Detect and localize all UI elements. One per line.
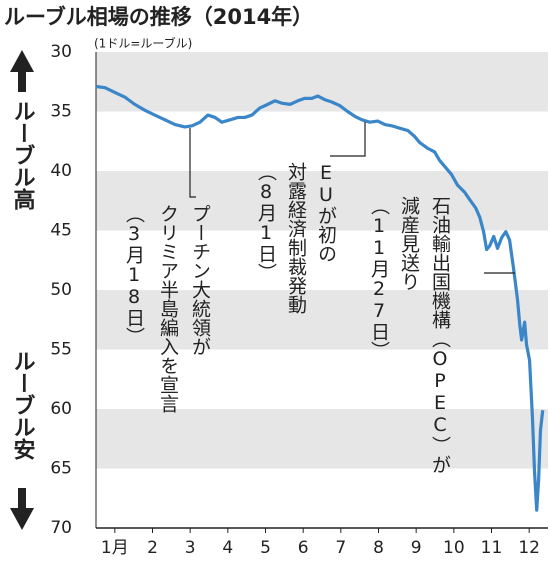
x-tick-label: 5 <box>260 538 271 558</box>
annotation: （8月1日） <box>255 162 277 282</box>
grid-band <box>96 171 548 231</box>
annotation: プーチン大統領が <box>189 204 211 356</box>
y-tick-label: 35 <box>50 102 72 122</box>
x-tick-label: 8 <box>373 538 384 558</box>
plot-area <box>95 52 548 529</box>
x-tick-label: 2 <box>147 538 158 558</box>
x-tick-label: 10 <box>443 538 465 558</box>
up-arrow <box>10 50 34 92</box>
grid-band <box>96 409 548 469</box>
x-tick-label: 12 <box>518 538 540 558</box>
y-tick-label: 65 <box>50 459 72 479</box>
grid-band <box>96 290 548 350</box>
annotation: 対露経済制裁発動 <box>285 162 307 314</box>
grid-band <box>96 52 548 112</box>
leader-line <box>189 128 196 198</box>
y-tick-label: 45 <box>50 221 72 241</box>
chart-title: ルーブル相場の推移（2014年） <box>4 5 313 29</box>
x-tick-label: 1月 <box>101 538 129 558</box>
y-label-top: ルーブル高 <box>10 100 36 210</box>
y-tick-label: 30 <box>50 42 72 62</box>
annotation: 石油輸出国機構（OPEC）が <box>429 196 451 474</box>
y-tick-label: 70 <box>50 518 72 538</box>
annotation: （3月18日） <box>123 204 145 346</box>
unit-label: (1ドル=ルーブル) <box>94 36 192 51</box>
annotation: （11月27日） <box>368 196 390 360</box>
x-tick-label: 6 <box>298 538 309 558</box>
y-tick-label: 50 <box>50 280 72 300</box>
annotation: EUが初の <box>315 162 337 263</box>
x-tick-label: 9 <box>411 538 422 558</box>
data-line <box>95 84 545 512</box>
annotation: 減産見送り <box>398 196 420 291</box>
x-tick-label: 3 <box>185 538 196 558</box>
y-tick-label: 55 <box>50 340 72 360</box>
x-tick-label: 7 <box>335 538 346 558</box>
down-arrow <box>10 488 34 530</box>
leader-line <box>330 122 366 157</box>
y-label-bottom: ルーブル安 <box>10 350 36 460</box>
y-tick-label: 60 <box>50 399 72 419</box>
x-tick-label: 11 <box>481 538 503 558</box>
x-tick-label: 4 <box>222 538 233 558</box>
y-tick-label: 40 <box>50 161 72 181</box>
annotation: クリミア半島編入を宣言 <box>157 204 179 413</box>
